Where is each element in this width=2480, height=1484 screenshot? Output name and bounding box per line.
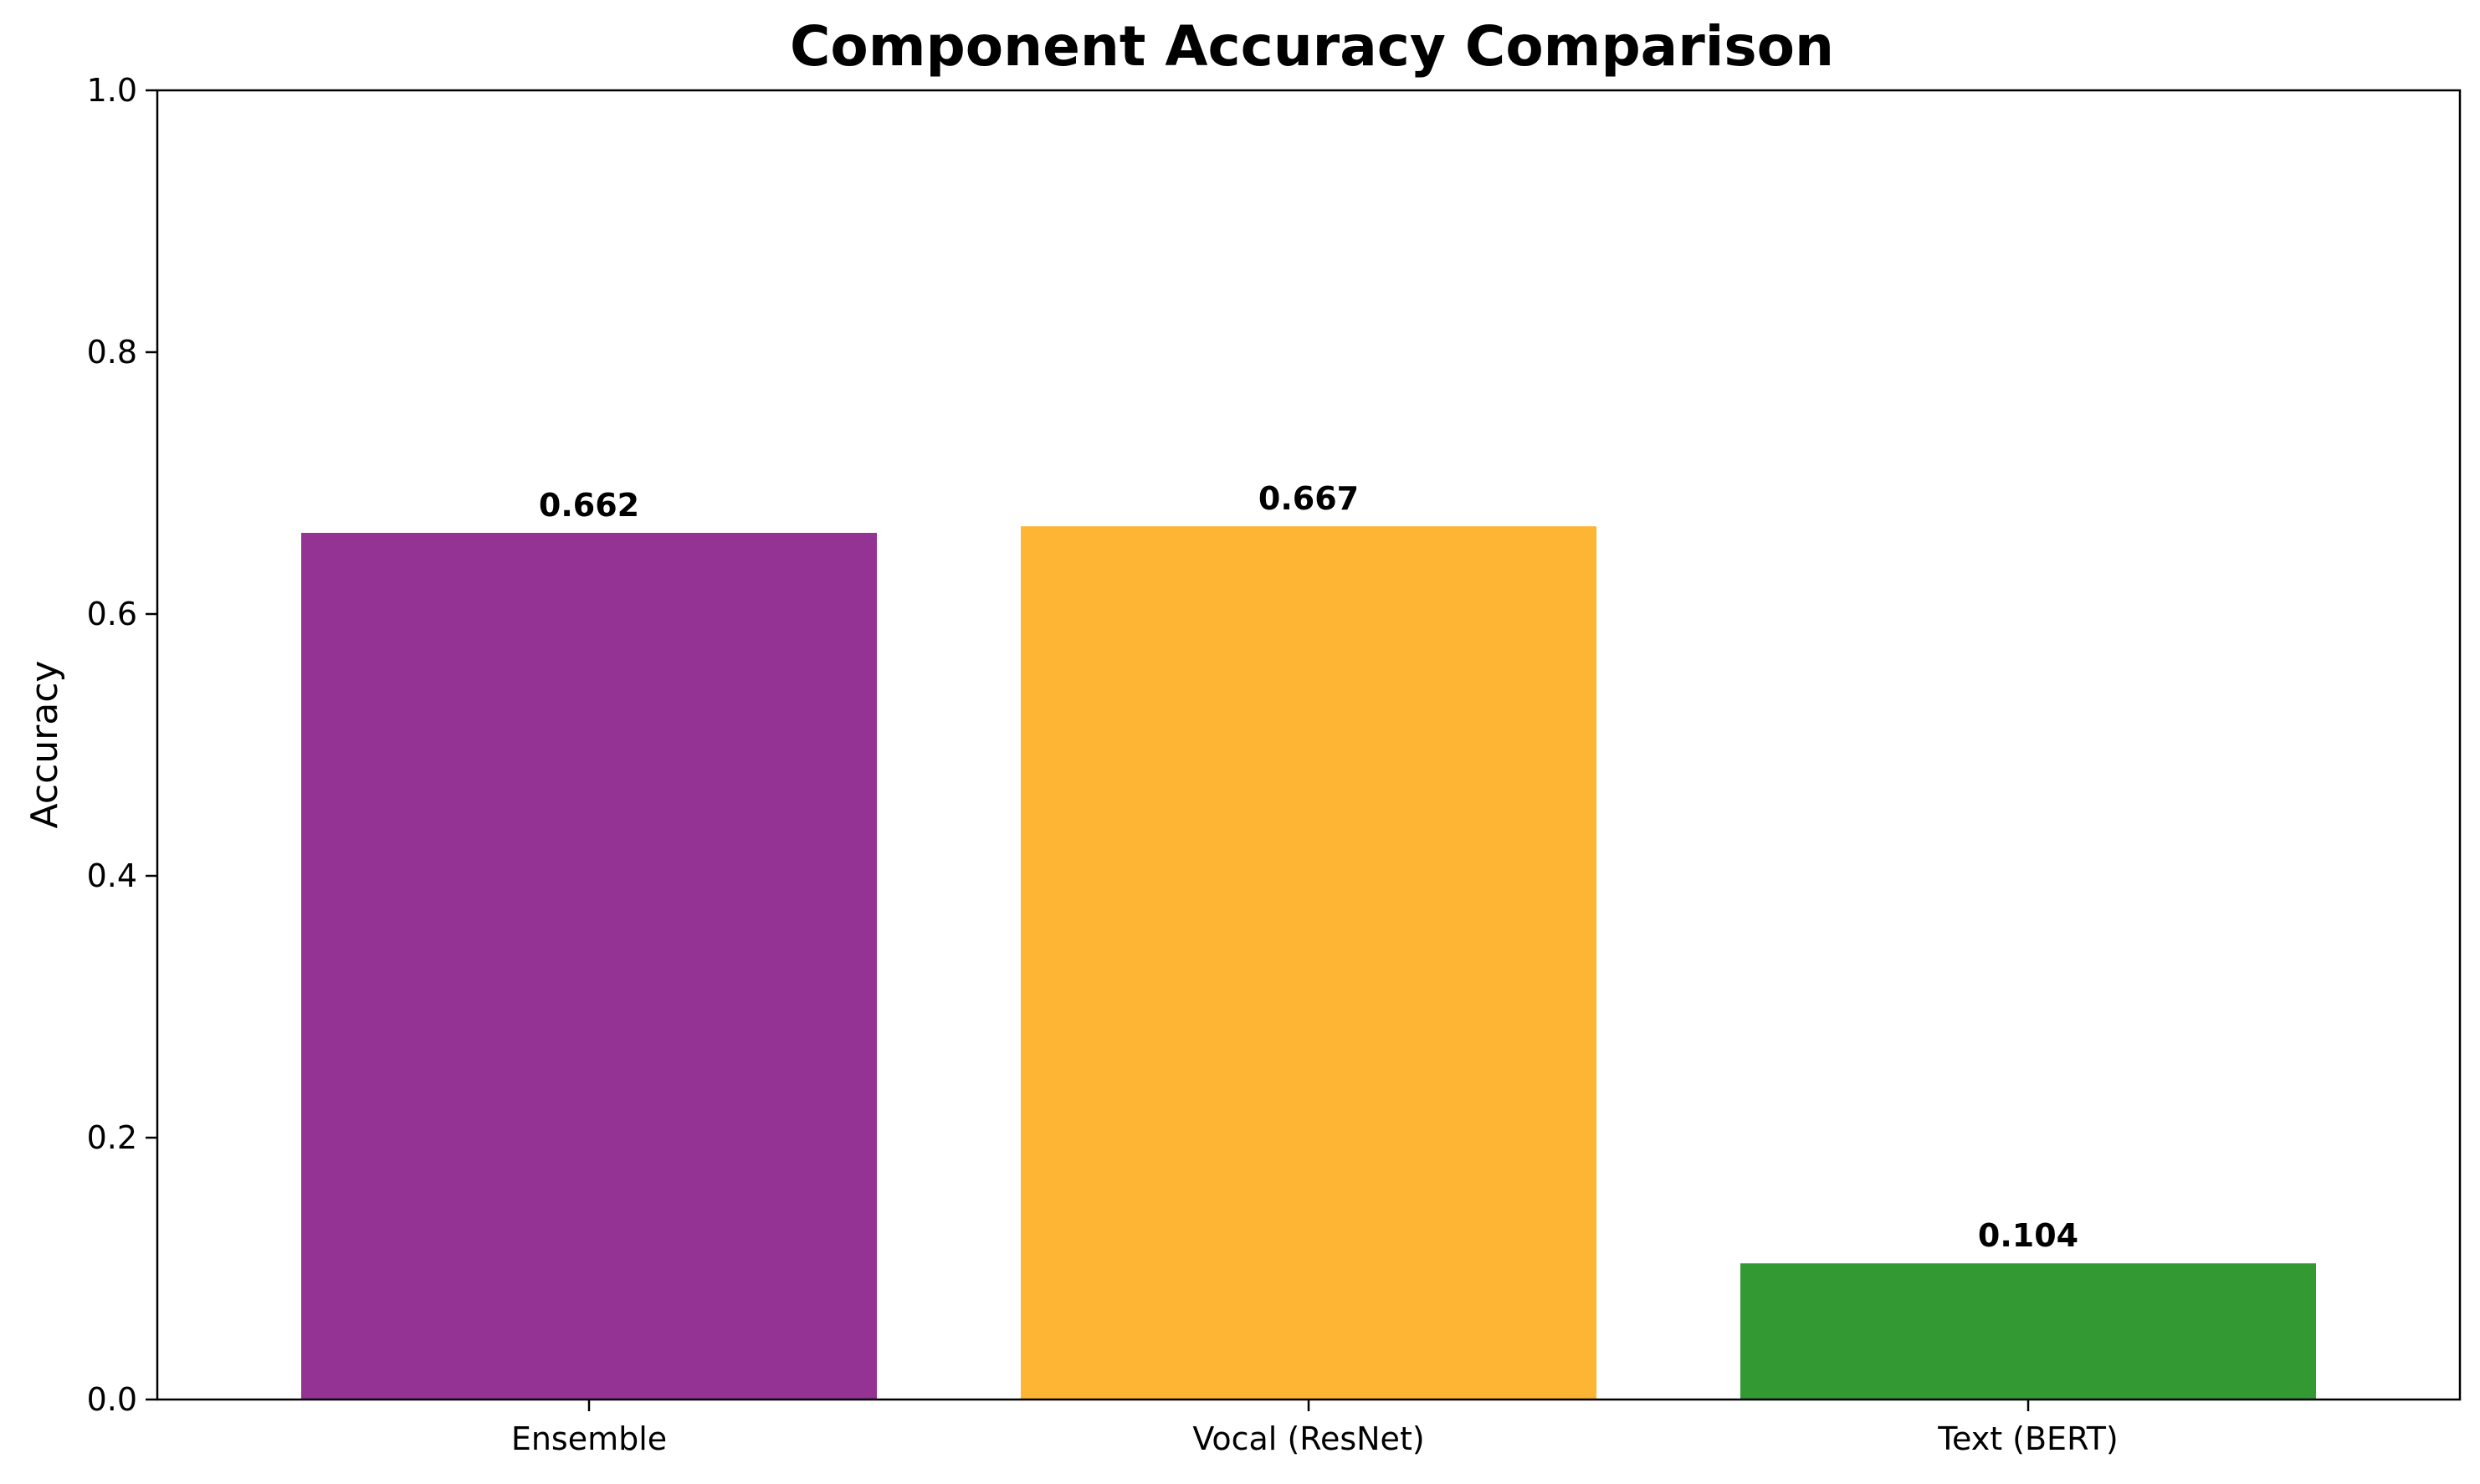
bar — [1740, 1263, 2316, 1400]
y-tick-label: 1.0 — [87, 72, 137, 109]
x-tick-label: Ensemble — [511, 1420, 667, 1457]
y-tick-label: 0.4 — [87, 857, 137, 894]
data-label: 0.662 — [539, 487, 639, 524]
data-label: 0.104 — [1978, 1217, 2078, 1254]
x-axis: Ensemble Vocal (ResNet) Text (BERT) — [511, 1400, 2119, 1457]
x-tick-label: Vocal (ResNet) — [1192, 1420, 1424, 1457]
y-tick-label: 0.0 — [87, 1381, 137, 1418]
bars: 0.662 0.667 0.104 — [301, 480, 2316, 1400]
chart-title: Component Accuracy Comparison — [790, 14, 1834, 79]
y-tick-label: 0.6 — [87, 596, 137, 632]
data-label: 0.667 — [1258, 480, 1359, 517]
bar — [1021, 526, 1596, 1400]
y-axis-label: Accuracy — [23, 661, 66, 829]
bar — [301, 532, 877, 1400]
plot-frame — [156, 89, 2462, 1401]
y-tick-label: 0.8 — [87, 334, 137, 371]
x-tick-label: Text (BERT) — [1937, 1420, 2119, 1457]
y-axis: 0.0 0.2 0.4 0.6 0.8 1.0 — [87, 72, 157, 1418]
y-tick-label: 0.2 — [87, 1119, 137, 1156]
